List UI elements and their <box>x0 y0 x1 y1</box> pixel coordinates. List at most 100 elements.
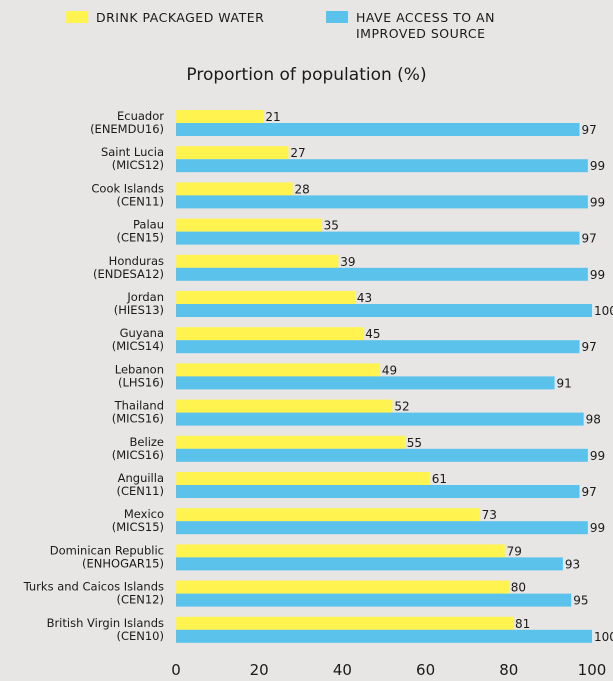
bar-packaged-belize <box>176 435 405 449</box>
x-tick-label-0: 0 <box>171 661 181 679</box>
category-label-jordan: Jordan <box>126 290 164 304</box>
x-tick-label-60: 60 <box>416 661 435 679</box>
category-label-ecuador: Ecuador <box>117 109 164 123</box>
category-source-turks-and-caicos-islands: (CEN12) <box>116 593 164 607</box>
value-label-improved-jordan: 100 <box>594 304 613 318</box>
category-label-thailand: Thailand <box>114 399 164 413</box>
value-label-improved-anguilla: 97 <box>582 485 597 499</box>
value-label-improved-dominican-republic: 93 <box>565 557 580 571</box>
category-source-cook-islands: (CEN11) <box>116 194 164 208</box>
category-source-ecuador: (ENEMDU16) <box>90 122 164 136</box>
bar-packaged-saint-lucia <box>176 146 289 160</box>
value-label-improved-thailand: 98 <box>586 413 601 427</box>
bar-packaged-honduras <box>176 254 339 268</box>
bar-packaged-thailand <box>176 399 393 413</box>
value-label-packaged-guyana: 45 <box>365 327 380 341</box>
category-source-lebanon: (LHS16) <box>118 375 164 389</box>
bar-improved-belize <box>176 448 588 462</box>
bar-improved-turks-and-caicos-islands <box>176 593 572 607</box>
value-label-packaged-saint-lucia: 27 <box>290 146 305 160</box>
legend-swatch-packaged-water <box>66 11 88 23</box>
category-source-guyana: (MICS14) <box>112 339 164 353</box>
value-label-packaged-mexico: 73 <box>482 508 497 522</box>
category-source-anguilla: (CEN11) <box>116 484 164 498</box>
bar-improved-ecuador <box>176 123 580 136</box>
bar-packaged-guyana <box>176 327 364 341</box>
value-label-packaged-lebanon: 49 <box>382 363 397 377</box>
legend-label-packaged-water: DRINK PACKAGED WATER <box>96 10 265 25</box>
category-source-honduras: (ENDESA12) <box>93 267 164 281</box>
category-label-british-virgin-islands: British Virgin Islands <box>47 616 164 630</box>
category-source-belize: (MICS16) <box>112 448 164 462</box>
value-label-improved-ecuador: 97 <box>582 123 597 137</box>
bar-packaged-anguilla <box>176 472 430 485</box>
category-source-mexico: (MICS15) <box>112 520 164 534</box>
legend-item-improved-source: HAVE ACCESS TO AN IMPROVED SOURCE <box>326 10 546 42</box>
category-label-mexico: Mexico <box>124 507 164 521</box>
category-label-belize: Belize <box>130 435 164 449</box>
bar-packaged-cook-islands <box>176 182 293 196</box>
value-label-packaged-turks-and-caicos-islands: 80 <box>511 581 526 595</box>
bar-improved-saint-lucia <box>176 159 588 173</box>
category-label-honduras: Honduras <box>109 254 164 268</box>
category-source-jordan: (HIES13) <box>114 303 164 317</box>
bar-improved-british-virgin-islands <box>176 629 592 643</box>
value-label-packaged-palau: 35 <box>324 219 339 233</box>
bar-packaged-dominican-republic <box>176 544 505 558</box>
chart-subtitle: Proportion of population (%) <box>186 65 427 85</box>
value-label-packaged-anguilla: 61 <box>432 472 447 486</box>
value-label-improved-saint-lucia: 99 <box>590 159 605 173</box>
bar-improved-mexico <box>176 521 588 535</box>
legend-label-improved-source: HAVE ACCESS TO AN IMPROVED SOURCE <box>356 10 495 41</box>
bar-packaged-lebanon <box>176 363 380 377</box>
value-label-improved-cook-islands: 99 <box>590 195 605 209</box>
bar-improved-honduras <box>176 267 588 281</box>
bar-packaged-mexico <box>176 508 480 522</box>
bar-improved-lebanon <box>176 376 555 390</box>
value-label-packaged-dominican-republic: 79 <box>507 544 522 558</box>
value-label-packaged-jordan: 43 <box>357 291 372 305</box>
chart-legend: DRINK PACKAGED WATER HAVE ACCESS TO AN I… <box>0 10 613 50</box>
bar-improved-thailand <box>176 412 584 426</box>
value-label-packaged-ecuador: 21 <box>265 110 280 124</box>
category-label-saint-lucia: Saint Lucia <box>101 145 164 159</box>
bar-improved-cook-islands <box>176 195 588 209</box>
legend-item-packaged-water: DRINK PACKAGED WATER <box>66 10 264 26</box>
category-source-saint-lucia: (MICS12) <box>112 158 164 172</box>
bar-packaged-turks-and-caicos-islands <box>176 580 509 594</box>
value-label-improved-turks-and-caicos-islands: 95 <box>573 594 588 608</box>
category-label-cook-islands: Cook Islands <box>91 181 164 195</box>
category-source-thailand: (MICS16) <box>112 412 164 426</box>
x-tick-label-20: 20 <box>250 661 269 679</box>
category-label-palau: Palau <box>133 218 164 232</box>
category-label-anguilla: Anguilla <box>118 471 164 485</box>
value-label-packaged-honduras: 39 <box>340 255 355 269</box>
x-tick-label-80: 80 <box>499 661 518 679</box>
bar-packaged-ecuador <box>176 110 264 123</box>
value-label-improved-british-virgin-islands: 100 <box>594 630 613 644</box>
value-label-improved-honduras: 99 <box>590 268 605 282</box>
value-label-improved-mexico: 99 <box>590 521 605 535</box>
category-label-lebanon: Lebanon <box>115 362 164 376</box>
value-label-packaged-thailand: 52 <box>394 400 409 414</box>
category-source-palau: (CEN15) <box>116 231 164 245</box>
value-label-packaged-belize: 55 <box>407 436 422 450</box>
value-label-improved-belize: 99 <box>590 449 605 463</box>
category-label-turks-and-caicos-islands: Turks and Caicos Islands <box>23 580 164 594</box>
category-source-dominican-republic: (ENHOGAR15) <box>82 556 164 570</box>
value-label-packaged-cook-islands: 28 <box>294 182 309 196</box>
x-tick-label-40: 40 <box>333 661 352 679</box>
category-source-british-virgin-islands: (CEN10) <box>116 629 164 643</box>
value-label-packaged-british-virgin-islands: 81 <box>515 617 530 631</box>
category-label-dominican-republic: Dominican Republic <box>50 543 164 557</box>
value-label-improved-palau: 97 <box>582 232 597 246</box>
bar-packaged-palau <box>176 218 322 232</box>
bar-packaged-jordan <box>176 291 355 304</box>
bar-packaged-british-virgin-islands <box>176 616 513 630</box>
legend-swatch-improved-source <box>326 11 348 23</box>
bar-improved-guyana <box>176 340 580 354</box>
x-tick-label-100: 100 <box>578 661 607 679</box>
bar-improved-jordan <box>176 304 592 317</box>
bar-improved-anguilla <box>176 485 580 498</box>
